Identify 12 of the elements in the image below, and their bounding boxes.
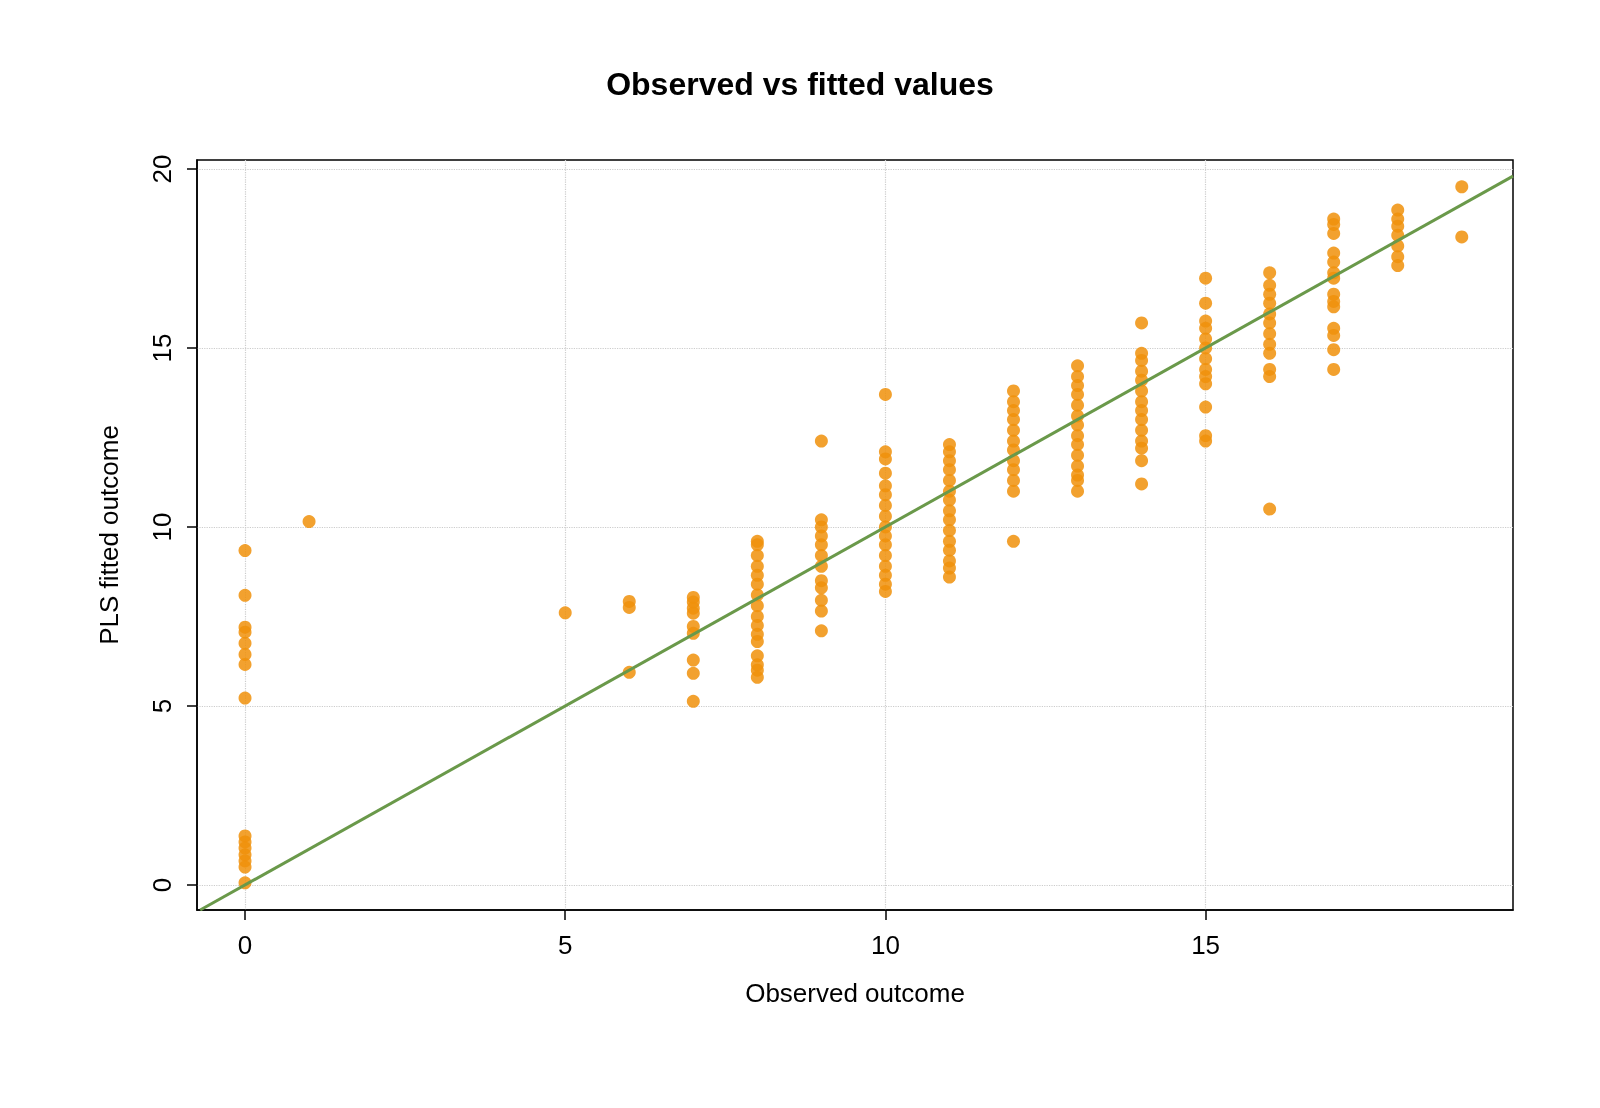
y-tick-label: 10: [147, 512, 177, 542]
x-tick-label: 10: [870, 930, 900, 960]
y-tick-label: 20: [147, 154, 177, 184]
y-axis-title: PLS fitted outcome: [94, 425, 124, 645]
x-tick-label: 0: [237, 930, 253, 960]
y-tick-label: 5: [147, 698, 177, 714]
x-tick-label: 5: [557, 930, 573, 960]
x-tick-label: 15: [1191, 930, 1221, 960]
x-axis-title: Observed outcome: [745, 978, 965, 1008]
y-tick-label: 0: [147, 877, 177, 893]
chart-title: Observed vs fitted values: [606, 66, 994, 102]
y-tick-label: 15: [147, 333, 177, 363]
